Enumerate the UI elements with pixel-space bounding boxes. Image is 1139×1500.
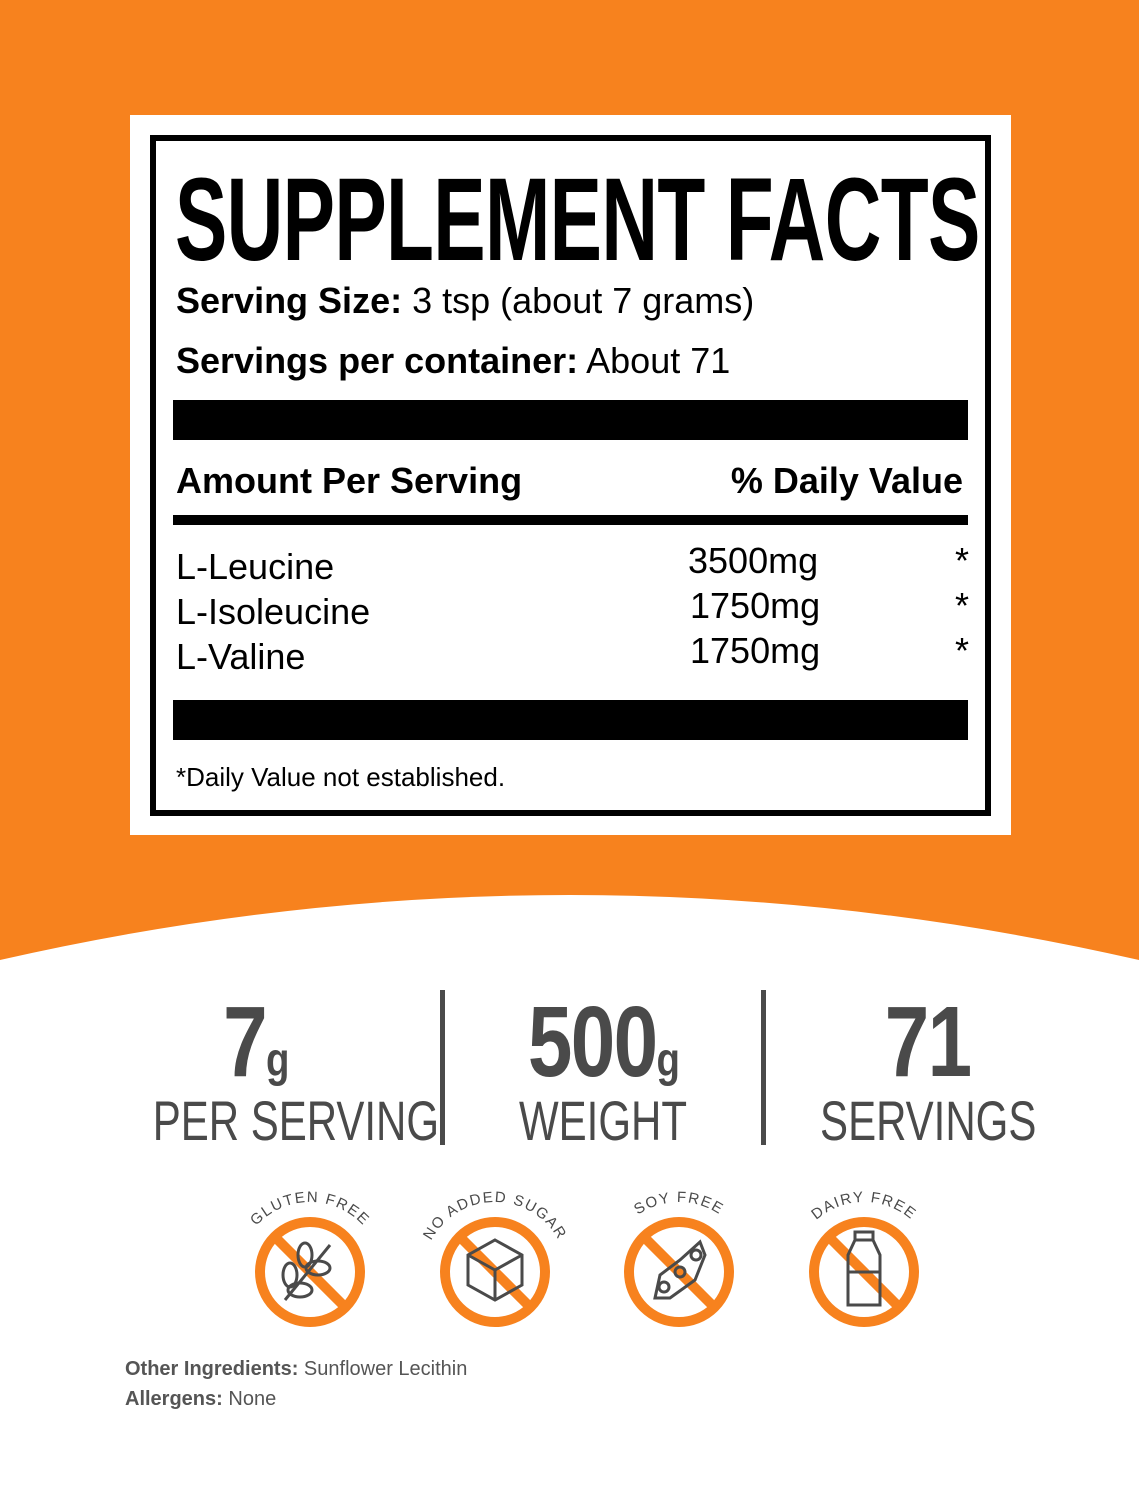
footnote: *Daily Value not established. — [176, 762, 506, 792]
amount-header: Amount Per Serving — [176, 460, 523, 501]
stat-divider — [440, 990, 445, 1145]
stat-label: PER SERVING — [152, 1089, 440, 1152]
stat-value: 500g — [527, 986, 680, 1098]
svg-text:SOY FREE: SOY FREE — [631, 1189, 727, 1218]
thick-divider — [173, 400, 968, 440]
sugar-cube-icon — [466, 1238, 524, 1302]
servings-per-container: Servings per container: About 71 — [176, 340, 731, 381]
prohibited-circle — [809, 1217, 919, 1327]
facts-frame — [150, 135, 991, 816]
prohibited-circle — [624, 1217, 734, 1327]
soybean-icon — [653, 1239, 707, 1300]
facts-title: SUPPLEMENT FACTS — [175, 154, 980, 286]
nutrient-dv: * — [955, 585, 970, 626]
medium-divider — [173, 515, 968, 525]
badge-label: SOY FREE — [631, 1189, 725, 1218]
stat-label: WEIGHT — [518, 1089, 687, 1152]
nutrient-amount: 3500mg — [688, 540, 819, 581]
other-ingredients: Other Ingredients: Sunflower Lecithin — [125, 1358, 468, 1380]
serving-size: Serving Size: 3 tsp (about 7 grams) — [176, 280, 755, 321]
thick-divider — [173, 700, 968, 740]
nutrient-dv: * — [955, 540, 970, 581]
stat-per-serving: 7g PER SERVING — [105, 985, 439, 1153]
milk-bottle-icon — [846, 1230, 882, 1307]
stat-divider — [761, 990, 766, 1145]
nutrient-name: L-Leucine — [176, 546, 335, 587]
dv-header: % Daily Value — [730, 460, 963, 501]
stat-value: 71 — [885, 986, 972, 1098]
wheat-icon — [281, 1241, 332, 1301]
nutrient-dv: * — [955, 630, 970, 671]
stat-label: SERVINGS — [819, 1089, 1037, 1152]
nutrient-name: L-Valine — [176, 636, 306, 677]
badge-label: NO ADDED SUGAR — [420, 1189, 569, 1243]
allergens: Allergens: None — [125, 1388, 277, 1410]
stat-weight: 500g WEIGHT — [453, 985, 753, 1153]
badges: GLUTEN FREE NO ADDED SUGAR SOY FREE DAIR… — [247, 1189, 919, 1327]
svg-text:NO ADDED SUGAR: NO ADDED SUGAR — [420, 1189, 570, 1243]
prohibited-circle — [440, 1217, 550, 1327]
nutrient-name: L-Isoleucine — [176, 591, 371, 632]
stat-servings: 71 SERVINGS — [778, 985, 1078, 1153]
stat-value: 7g — [222, 986, 289, 1098]
prohibited-circle — [255, 1217, 365, 1327]
nutrient-amount: 1750mg — [690, 585, 821, 626]
nutrient-amount: 1750mg — [690, 630, 821, 671]
